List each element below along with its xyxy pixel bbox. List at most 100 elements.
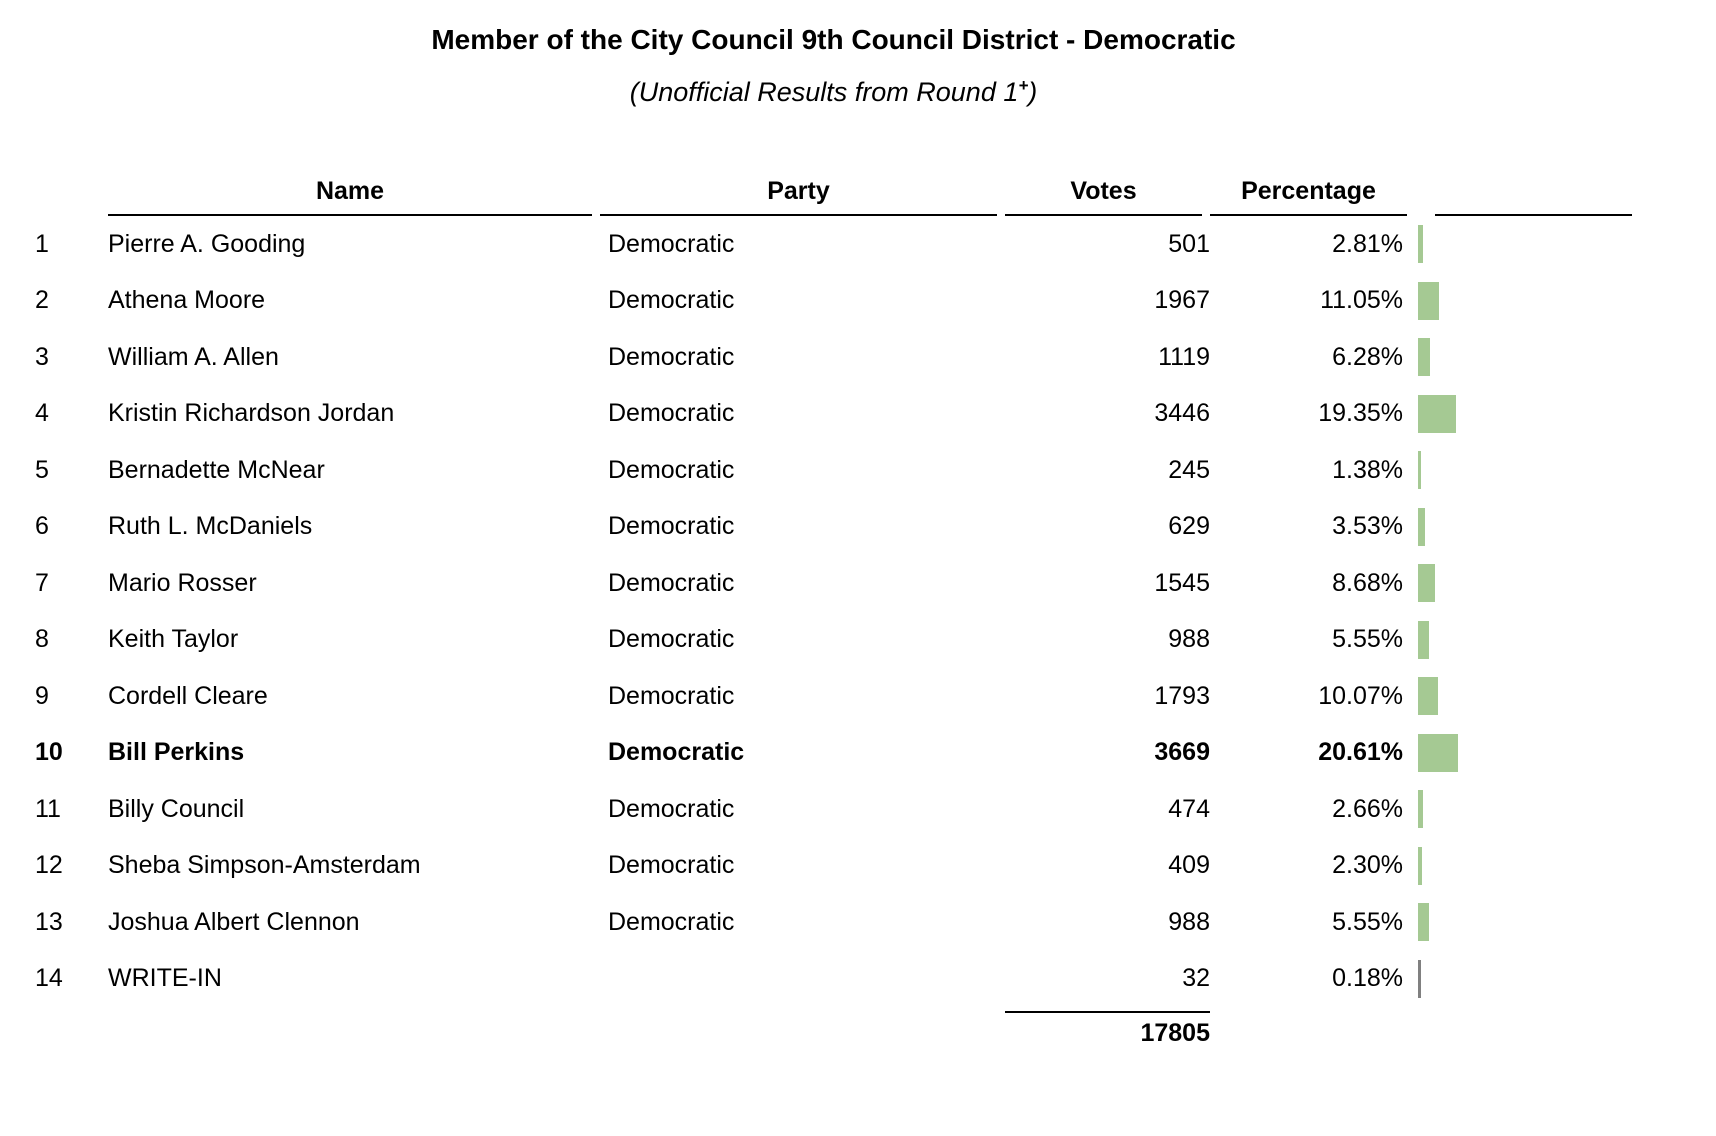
table-row: 5 Bernadette McNear Democratic 245 1.38% bbox=[35, 442, 1632, 499]
percentage-bar bbox=[1418, 394, 1456, 433]
row-rank: 6 bbox=[35, 512, 49, 541]
candidate-name: Mario Rosser bbox=[108, 568, 257, 597]
row-rank: 7 bbox=[35, 568, 49, 597]
percentage-bar bbox=[1418, 903, 1429, 942]
candidate-percentage: 2.30% bbox=[1332, 851, 1403, 880]
percentage-bar bbox=[1418, 620, 1429, 659]
candidate-votes: 629 bbox=[1168, 512, 1210, 541]
subtitle-superscript: + bbox=[1018, 76, 1029, 95]
candidate-percentage: 10.07% bbox=[1318, 681, 1403, 710]
table-row: 8 Keith Taylor Democratic 988 5.55% bbox=[35, 612, 1632, 669]
candidate-party: Democratic bbox=[608, 681, 735, 710]
name-column-header: Name bbox=[108, 177, 592, 216]
subtitle-close: ) bbox=[1028, 77, 1038, 107]
candidate-party: Democratic bbox=[608, 342, 735, 371]
row-rank: 9 bbox=[35, 681, 49, 710]
table-header: Name Party Votes Percentage bbox=[35, 166, 1632, 216]
candidate-name: WRITE-IN bbox=[108, 964, 222, 993]
page-subtitle: (Unofficial Results from Round 1+) bbox=[35, 66, 1632, 112]
table-row: 4 Kristin Richardson Jordan Democratic 3… bbox=[35, 386, 1632, 443]
candidate-percentage: 8.68% bbox=[1332, 568, 1403, 597]
candidate-name: Joshua Albert Clennon bbox=[108, 907, 360, 936]
candidate-votes: 988 bbox=[1168, 625, 1210, 654]
table-body: 1 Pierre A. Gooding Democratic 501 2.81%… bbox=[35, 216, 1632, 1007]
candidate-name: Cordell Cleare bbox=[108, 681, 268, 710]
row-rank: 5 bbox=[35, 455, 49, 484]
table-row: 13 Joshua Albert Clennon Democratic 988 … bbox=[35, 894, 1632, 951]
percentage-bar bbox=[1418, 507, 1425, 546]
candidate-party: Democratic bbox=[608, 851, 735, 880]
candidate-party: Democratic bbox=[608, 286, 735, 315]
candidate-name: Bernadette McNear bbox=[108, 455, 325, 484]
candidate-name: William A. Allen bbox=[108, 342, 279, 371]
candidate-votes: 1119 bbox=[1158, 342, 1210, 371]
percentage-bar bbox=[1418, 564, 1435, 603]
bar-column-header bbox=[1435, 206, 1632, 216]
candidate-percentage: 0.18% bbox=[1332, 964, 1403, 993]
row-rank: 2 bbox=[35, 286, 49, 315]
table-row: 10 Bill Perkins Democratic 3669 20.61% bbox=[35, 725, 1632, 782]
subtitle-text: (Unofficial Results from Round 1 bbox=[629, 77, 1019, 107]
candidate-party: Democratic bbox=[608, 229, 735, 258]
candidate-party: Democratic bbox=[608, 455, 735, 484]
percentage-column-header: Percentage bbox=[1210, 177, 1407, 216]
candidate-percentage: 5.55% bbox=[1332, 907, 1403, 936]
candidate-votes: 501 bbox=[1168, 229, 1210, 258]
rank-column-header bbox=[35, 208, 100, 216]
candidate-percentage: 5.55% bbox=[1332, 625, 1403, 654]
row-rank: 11 bbox=[35, 794, 61, 823]
table-row: 6 Ruth L. McDaniels Democratic 629 3.53% bbox=[35, 499, 1632, 556]
candidate-percentage: 20.61% bbox=[1318, 738, 1403, 767]
percentage-bar bbox=[1418, 281, 1440, 320]
total-votes: 17805 bbox=[1005, 1011, 1210, 1048]
row-rank: 12 bbox=[35, 851, 63, 880]
candidate-percentage: 3.53% bbox=[1332, 512, 1403, 541]
row-rank: 13 bbox=[35, 907, 63, 936]
table-row: 3 William A. Allen Democratic 1119 6.28% bbox=[35, 329, 1632, 386]
candidate-votes: 3446 bbox=[1154, 399, 1210, 428]
table-row: 11 Billy Council Democratic 474 2.66% bbox=[35, 781, 1632, 838]
table-row: 12 Sheba Simpson-Amsterdam Democratic 40… bbox=[35, 838, 1632, 895]
candidate-percentage: 19.35% bbox=[1318, 399, 1403, 428]
candidate-percentage: 2.81% bbox=[1332, 229, 1403, 258]
candidate-votes: 1967 bbox=[1154, 286, 1210, 315]
candidate-name: Kristin Richardson Jordan bbox=[108, 399, 395, 428]
percentage-bar bbox=[1418, 733, 1458, 772]
percentage-bar bbox=[1418, 225, 1424, 264]
candidate-votes: 409 bbox=[1168, 851, 1210, 880]
votes-column-header: Votes bbox=[1005, 177, 1202, 216]
row-rank: 1 bbox=[35, 229, 49, 258]
row-rank: 3 bbox=[35, 342, 49, 371]
candidate-votes: 474 bbox=[1168, 794, 1210, 823]
candidate-votes: 1793 bbox=[1154, 681, 1210, 710]
candidate-votes: 1545 bbox=[1154, 568, 1210, 597]
percentage-bar bbox=[1418, 451, 1421, 490]
candidate-percentage: 11.05% bbox=[1320, 286, 1403, 315]
candidate-name: Bill Perkins bbox=[108, 738, 245, 767]
row-rank: 8 bbox=[35, 625, 49, 654]
candidate-name: Sheba Simpson-Amsterdam bbox=[108, 851, 421, 880]
total-row: 17805 bbox=[35, 1011, 1632, 1048]
table-row: 2 Athena Moore Democratic 1967 11.05% bbox=[35, 273, 1632, 330]
candidate-name: Pierre A. Gooding bbox=[108, 229, 306, 258]
candidate-name: Athena Moore bbox=[108, 286, 266, 315]
page-title: Member of the City Council 9th Council D… bbox=[431, 24, 1236, 55]
percentage-bar bbox=[1418, 677, 1438, 716]
row-rank: 14 bbox=[35, 964, 63, 993]
candidate-votes: 32 bbox=[1182, 964, 1210, 993]
row-rank: 4 bbox=[35, 399, 49, 428]
candidate-party: Democratic bbox=[608, 512, 735, 541]
row-rank: 10 bbox=[35, 738, 63, 767]
candidate-party: Democratic bbox=[608, 399, 735, 428]
candidate-party: Democratic bbox=[608, 907, 735, 936]
percentage-bar bbox=[1418, 790, 1424, 829]
candidate-percentage: 6.28% bbox=[1332, 342, 1403, 371]
results-page: Member of the City Council 9th Council D… bbox=[35, 20, 1632, 1048]
candidate-votes: 988 bbox=[1168, 907, 1210, 936]
candidate-name: Keith Taylor bbox=[108, 625, 239, 654]
candidate-percentage: 1.38% bbox=[1332, 455, 1403, 484]
percentage-bar bbox=[1418, 846, 1423, 885]
percentage-bar bbox=[1418, 338, 1431, 377]
table-row: 9 Cordell Cleare Democratic 1793 10.07% bbox=[35, 668, 1632, 725]
percentage-bar bbox=[1418, 959, 1421, 998]
